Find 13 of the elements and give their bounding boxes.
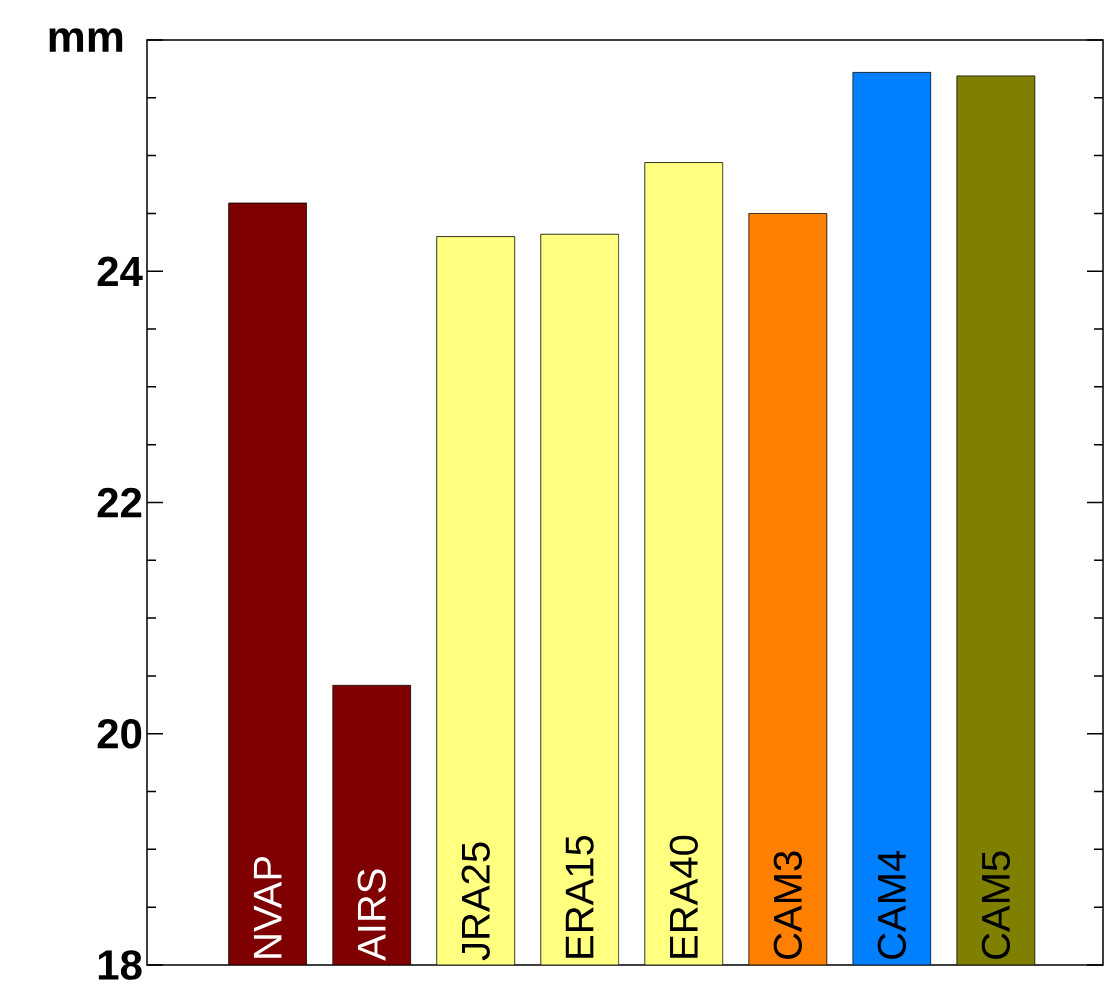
y-tick-label: 22 (97, 487, 142, 518)
y-axis-title: mm (49, 28, 123, 52)
x-tick-label: ERA40 (669, 835, 698, 958)
x-tick-label: CAM3 (773, 851, 802, 959)
x-tick-label: ERA15 (565, 835, 594, 958)
y-tick-label: 20 (97, 718, 142, 749)
x-tick-label: AIRS (357, 869, 386, 961)
x-tick-label: CAM5 (981, 851, 1011, 959)
x-tick-label: CAM4 (877, 850, 906, 959)
y-tick-label: 18 (98, 950, 142, 980)
y-tick-label: 24 (97, 256, 143, 286)
x-tick-label: JRA25 (461, 842, 490, 961)
x-tick-label: NVAP (253, 857, 282, 958)
